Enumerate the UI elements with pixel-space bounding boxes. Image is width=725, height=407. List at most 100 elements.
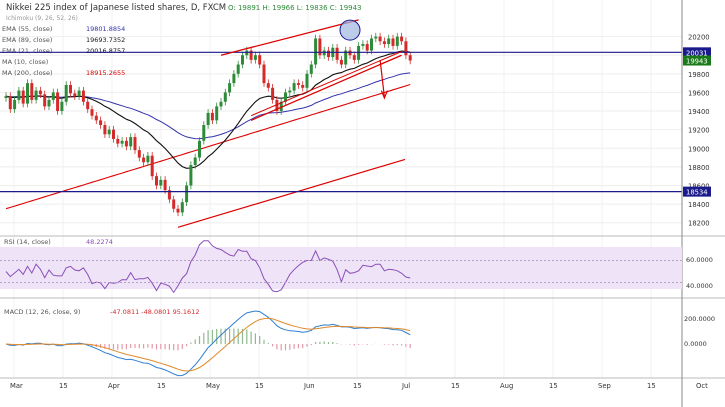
candle-body: [370, 38, 373, 51]
indicator-label: EMA (21, close): [2, 47, 52, 55]
candle-body: [344, 50, 348, 65]
ema21-path: [5, 50, 411, 169]
candle-body: [314, 38, 318, 65]
candle-body: [361, 44, 365, 46]
candle-body: [305, 73, 309, 88]
indicator-label: MA (200, close): [2, 69, 52, 77]
rsi-line: [0, 240, 682, 294]
price-tick: 19400: [688, 108, 710, 116]
candle-body: [266, 83, 270, 88]
arrow-head: [380, 90, 388, 100]
candle-body: [258, 55, 262, 65]
candle-body: [193, 157, 197, 166]
candle-body: [198, 140, 201, 158]
price-tick: 20200: [688, 34, 710, 42]
candle-body: [43, 94, 47, 107]
channel-lower-2: [250, 51, 402, 117]
time-axis: Mar 15 Apr 15 May 15 Jun 15 Jul 15 Aug 15 Sep 15 Oct: [10, 382, 708, 390]
candle-body: [112, 129, 115, 139]
candle-body: [391, 38, 395, 46]
indicator-label: EMA (89, close): [2, 36, 52, 44]
candle-body: [167, 190, 171, 200]
candle-body: [387, 38, 391, 45]
candle-body: [30, 83, 34, 100]
time-tick: 15: [647, 382, 656, 390]
time-tick: 15: [451, 382, 460, 390]
price-tag-label: 19943: [686, 58, 708, 66]
candle-body: [241, 55, 244, 65]
price-tag-label: 18534: [686, 189, 708, 197]
candle-body: [81, 90, 85, 102]
rsi-value: 48.2274: [86, 238, 113, 246]
candle-body: [38, 90, 42, 95]
ma200-path: [5, 83, 411, 210]
chart-title: Nikkei 225 index of Japanese listed shar…: [6, 3, 226, 13]
time-tick: Jun: [303, 382, 315, 390]
time-tick: Sep: [598, 382, 611, 390]
macd-tick-200: 200.0000: [684, 315, 715, 323]
time-tick: 15: [255, 382, 264, 390]
candle-body: [365, 44, 369, 51]
candle-body: [146, 155, 150, 163]
price-tick: 19000: [688, 145, 710, 153]
indicator-value: 18915.2655: [86, 69, 125, 77]
candle-body: [56, 92, 60, 112]
candle-body: [236, 64, 240, 74]
time-tick: Mar: [10, 382, 23, 390]
candle-body: [90, 109, 94, 116]
candle-body: [69, 84, 72, 94]
down-arrow: [379, 59, 385, 98]
candle-body: [150, 155, 154, 177]
candle-body: [400, 36, 404, 42]
candle-body: [8, 96, 12, 110]
time-tick: Aug: [500, 382, 513, 390]
price-tick: 19800: [688, 71, 710, 79]
time-tick: Jul: [401, 382, 410, 390]
candle-body: [378, 36, 382, 42]
price-tag: [683, 55, 711, 66]
rsi-tick-40: 40.0000: [686, 282, 713, 290]
candle-body: [142, 157, 146, 163]
candle-body: [232, 73, 236, 84]
candle-body: [395, 36, 399, 46]
top-highlight-circle: [339, 19, 361, 41]
macd-values: -47.0811 -48.0801 95.1612: [110, 308, 199, 316]
candle-body: [288, 90, 292, 93]
candle-body: [219, 101, 223, 107]
candle-body: [86, 101, 90, 110]
price-tick: 18400: [688, 201, 710, 209]
candle-body: [180, 202, 184, 213]
candle-body: [129, 137, 133, 147]
price-tick: 18800: [688, 164, 710, 172]
price-tag: [683, 186, 711, 197]
macd-label: MACD (12, 26, close, 9): [4, 308, 80, 316]
candle-body: [215, 106, 219, 121]
candle-body: [124, 140, 128, 147]
ema55-path: [5, 72, 411, 140]
rsi-label: RSI (14, close): [4, 238, 51, 246]
candle-body: [163, 179, 167, 191]
candle-body: [137, 150, 141, 158]
time-tick: 15: [353, 382, 362, 390]
price-tick: 19200: [688, 127, 710, 135]
horizontal-levels[interactable]: [0, 51, 682, 193]
signal-line: [5, 317, 411, 372]
candle-body: [107, 129, 111, 135]
candle-body: [21, 90, 25, 104]
candle-body: [94, 115, 98, 121]
indicator-label: EMA (55, close): [2, 25, 52, 33]
long-trend-line: [177, 158, 406, 228]
indicator-value: 19801.8854: [86, 25, 125, 33]
trend-annotations: [220, 19, 402, 121]
candlesticks: [4, 32, 412, 217]
ema55-line: [5, 72, 411, 140]
candle-body: [279, 101, 283, 112]
candle-body: [99, 120, 103, 125]
candle-body: [210, 112, 214, 121]
candle-body: [301, 84, 305, 88]
candle-body: [327, 50, 330, 58]
candle-body: [275, 99, 279, 112]
candle-body: [26, 83, 29, 104]
